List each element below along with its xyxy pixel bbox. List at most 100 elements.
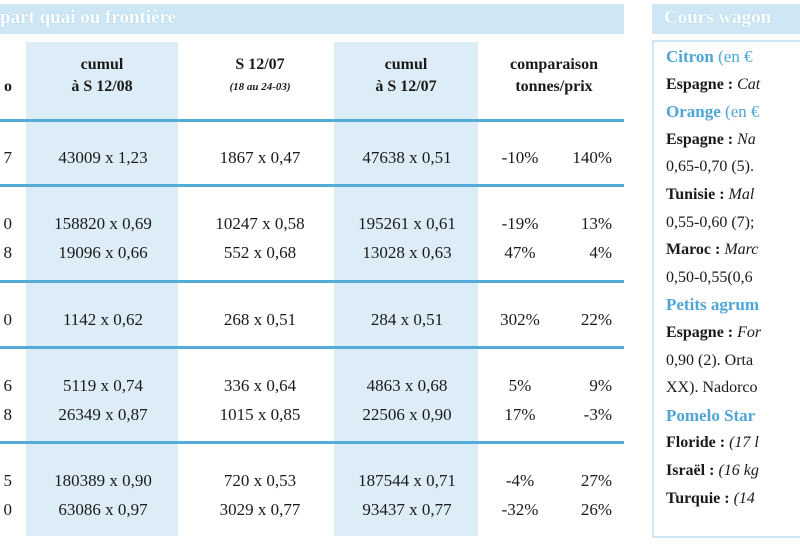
price-table: part quai ou frontière o cumul à S 12/08… [0,4,624,536]
line-label: Tunisie : [666,186,725,203]
table-cell-c1: 63086 x 0,97 [58,500,148,519]
header-line1: comparaison [510,56,598,73]
table-cell-c2: 552 x 0,68 [223,243,297,262]
line-label: Pomelo Star [666,405,756,425]
table-banner-title: part quai ou frontière [0,7,177,28]
price-line: 0,55-0,60 (7); [666,212,754,234]
price-line: Floride : (17 l [666,432,759,454]
line-text: (17 l [725,434,759,452]
line-text: Mal [724,186,755,203]
header-line1: cumul [384,56,428,73]
table-cell-c2: 268 x 0,51 [223,310,297,329]
section-rule [0,184,624,187]
line-text: 0,55-0,60 (7); [666,213,755,231]
table-cell-c1: 26349 x 0,87 [58,405,148,424]
product-heading: Orange (en € [666,101,760,123]
price-line: 0,50-0,55(0,6 [666,267,753,289]
table-cell-c3: 22506 x 0,90 [362,405,452,424]
line-label: Espagne : [666,130,734,148]
table-cell-c2: 3029 x 0,77 [219,500,301,519]
line-text: 0,50-0,55(0,6 [666,268,753,286]
line-text: 0,65-0,70 (5). [666,158,754,176]
header-sub: (18 au 24-03) [229,81,291,93]
table-cell-c3: 284 x 0,51 [370,310,444,329]
table-cell-c0: 6 [3,376,13,395]
price-line: Espagne : For [666,322,761,344]
table-cell-c0: 0 [3,214,13,233]
line-text: (16 kg [714,462,759,479]
line-label: Turquie : [666,489,730,507]
panel-title: Cours wagon [664,7,772,28]
table-cell-c1: 180389 x 0,90 [54,471,152,490]
table-cell-c2: 720 x 0,53 [223,471,297,490]
line-label: Espagne : [666,75,734,93]
header-cumul-s12-07: cumul à S 12/07 [334,54,478,98]
table-cell-c2: 1015 x 0,85 [219,405,301,424]
product-heading: Pomelo Star [666,405,755,427]
price-line: Maroc : Marc [666,239,758,261]
price-line: Israël : (16 kg [666,460,759,482]
table-cell-c4: -32% [501,500,539,519]
table-cell-c2: 10247 x 0,58 [215,214,305,233]
table-cell-c1: 1142 x 0,62 [62,310,144,329]
product-heading: Petits agrum [666,294,759,316]
table-cell-c1: 158820 x 0,69 [54,214,152,233]
table-cell-c2: 336 x 0,64 [223,376,297,395]
table-cell-c3: 93437 x 0,77 [362,500,452,519]
header-col0: o [4,78,12,95]
table-cell-c1: 19096 x 0,66 [58,243,148,262]
cours-wagon-panel: Cours wagon Citron (en € Espagne : Cat Ora… [652,0,800,550]
line-label: Orange [666,102,721,122]
price-line: Espagne : Cat [666,74,760,96]
column-shade-cumul-08 [26,42,178,536]
header-line1: S 12/07 [235,56,285,73]
section-rule [0,280,624,283]
table-cell-c3: 195261 x 0,61 [358,214,456,233]
header-line2: à S 12/07 [375,78,437,95]
panel-body [652,40,800,538]
table-cell-c5: -3% [583,405,612,424]
table-cell-c5: 140% [572,148,612,167]
line-label: Espagne : [666,324,734,341]
table-cell-c3: 13028 x 0,63 [362,243,452,262]
line-label: Floride : [666,434,726,452]
line-text: 0,90 (2). Orta [666,351,754,369]
header-line2: à S 12/08 [71,78,133,95]
header-line1: cumul [80,56,124,73]
line-text: XX). Nadorco [666,379,758,397]
table-cell-c5: 9% [589,376,612,395]
line-label: Petits agrum [666,295,760,315]
table-cell-c2: 1867 x 0,47 [219,148,301,167]
price-line: Espagne : Na [666,129,756,151]
line-label: Citron [666,47,714,66]
header-line2: tonnes/prix [515,78,593,95]
table-cell-c4: -10% [501,148,539,167]
table-cell-c4: -4% [505,471,535,490]
table-cell-c5: 26% [580,500,612,519]
line-text: For [733,324,762,341]
table-cell-c4: 47% [504,243,536,262]
panel-banner [652,4,800,34]
price-line: Turquie : (14 [666,488,755,510]
line-text: (14 [729,489,755,507]
table-cell-c0: 0 [3,500,13,519]
table-cell-c3: 47638 x 0,51 [362,148,452,167]
header-cumul-s12-08: cumul à S 12/08 [26,54,178,98]
table-cell-c1: 43009 x 1,23 [58,148,148,167]
price-line: 0,65-0,70 (5). [666,156,754,178]
table-cell-c4: 17% [504,405,536,424]
table-cell-c0: 5 [3,471,13,490]
table-cell-c0: 0 [3,310,13,329]
line-text: Marc [720,241,759,259]
table-cell-c3: 4863 x 0,68 [366,376,448,395]
price-line: Tunisie : Mal [666,184,754,206]
line-text: (en € [720,102,760,122]
header-comparaison: comparaison tonnes/prix [486,54,622,98]
line-text: (en € [713,47,753,66]
section-rule [0,346,624,349]
table-cell-c0: 8 [3,405,13,424]
line-label: Maroc : [666,241,721,259]
table-cell-c5: 27% [580,471,612,490]
table-cell-c3: 187544 x 0,71 [358,471,456,490]
table-cell-c5: 13% [580,214,612,233]
